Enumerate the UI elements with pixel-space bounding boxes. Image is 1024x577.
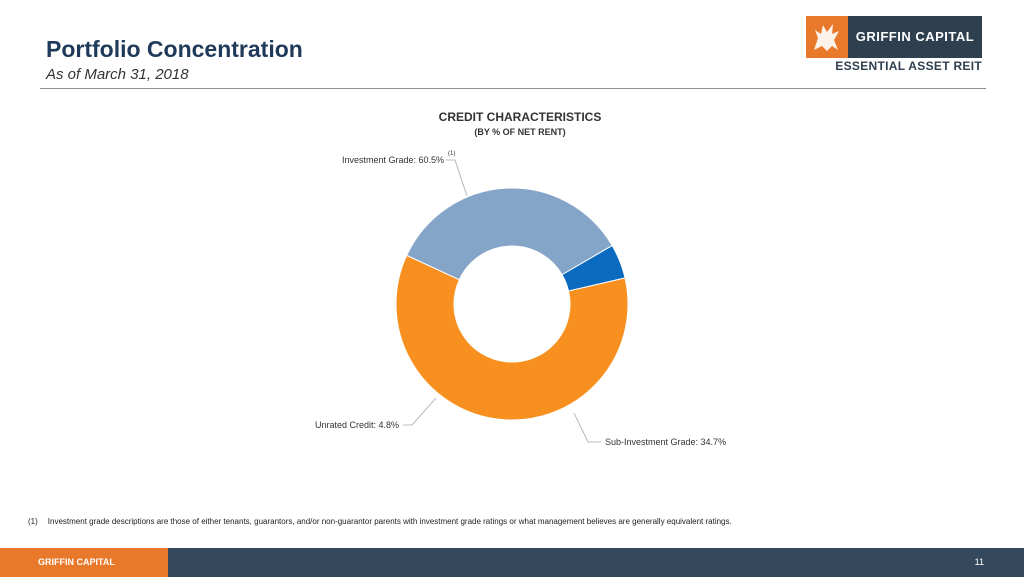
- data-label: Investment Grade: 60.5%: [342, 155, 444, 165]
- donut-slice-unrated-credit: [561, 244, 626, 292]
- data-label: Sub-Investment Grade: 34.7%: [605, 437, 726, 447]
- donut-slice-investment-grade: [395, 254, 629, 421]
- footer-bar: GRIFFIN CAPITAL 11: [0, 548, 1024, 577]
- data-label: Unrated Credit: 4.8%: [315, 420, 399, 430]
- footnote-ref: (1): [448, 151, 455, 157]
- griffin-icon: [806, 16, 848, 58]
- leader-line: [403, 397, 437, 426]
- chart-subtitle: (BY % OF NET RENT): [474, 127, 566, 137]
- company-logo: GRIFFIN CAPITAL ESSENTIAL ASSET REIT: [806, 16, 982, 74]
- footnote-number: (1): [28, 517, 38, 526]
- footnote-text: Investment grade descriptions are those …: [47, 517, 732, 526]
- footnote: (1) Investment grade descriptions are tho…: [28, 517, 732, 526]
- page-subtitle: As of March 31, 2018: [46, 66, 189, 83]
- chart-title: CREDIT CHARACTERISTICS: [438, 110, 602, 124]
- page-title: Portfolio Concentration: [46, 36, 303, 62]
- logo-tagline: ESSENTIAL ASSET REIT: [835, 59, 982, 73]
- logo-name: GRIFFIN CAPITAL: [848, 16, 982, 58]
- donut-slice-sub-investment-grade: [406, 187, 613, 281]
- header-divider: [40, 88, 986, 89]
- leader-line: [573, 412, 601, 443]
- leader-line: [446, 159, 468, 197]
- footer-brand: GRIFFIN CAPITAL: [0, 548, 168, 577]
- page-number: 11: [974, 557, 984, 567]
